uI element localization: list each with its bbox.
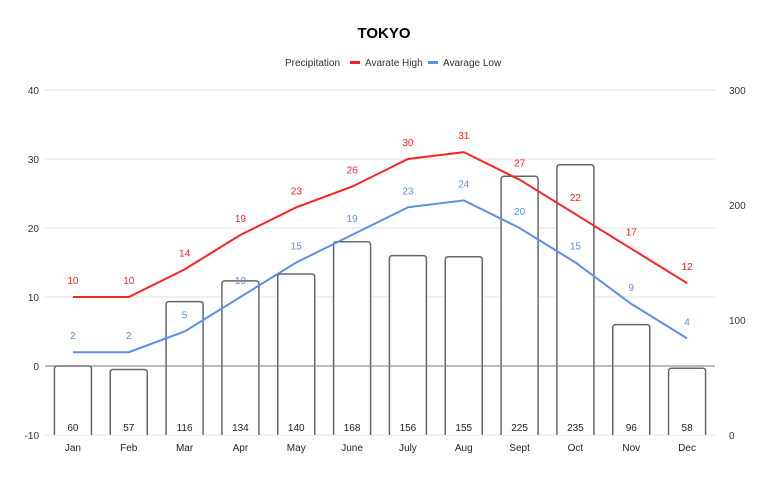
bar-value-label: 235 <box>567 423 584 434</box>
x-tick-label: Oct <box>568 443 584 454</box>
bar-value-label: 57 <box>123 423 135 434</box>
lines <box>72 151 688 354</box>
x-tick-label: May <box>287 443 306 454</box>
bar-value-label: 58 <box>682 423 694 434</box>
grid <box>45 89 715 436</box>
line-data-label: 31 <box>458 131 470 142</box>
line-data-label: 2 <box>126 331 132 342</box>
left-tick-label: 0 <box>33 362 39 373</box>
bar-June <box>332 241 372 435</box>
line-data-label: 24 <box>458 179 470 190</box>
bar-value-label: 225 <box>511 423 528 434</box>
bar-May <box>277 273 316 435</box>
left-tick-label: 40 <box>28 86 40 97</box>
bar-Feb <box>109 368 148 435</box>
x-tick-label: Aug <box>455 443 473 454</box>
bar-value-label: 134 <box>232 423 249 434</box>
line-data-label: 23 <box>291 186 303 197</box>
left-tick-label: 30 <box>28 155 40 166</box>
bar-Apr <box>221 280 260 435</box>
line-data-label: 14 <box>179 248 191 259</box>
legend-label: Precipitation <box>285 58 340 69</box>
legend-swatch <box>350 61 360 64</box>
line-data-label: 20 <box>514 207 526 218</box>
left-tick-label: 20 <box>28 224 40 235</box>
line-data-label: 19 <box>235 214 247 225</box>
right-tick-label: 0 <box>729 431 735 442</box>
line-data-label: 27 <box>514 159 526 170</box>
right-tick-label: 200 <box>729 201 746 212</box>
x-tick-label: Dec <box>678 443 696 454</box>
legend-label: Avarage Low <box>443 58 502 69</box>
right-tick-label: 100 <box>729 316 746 327</box>
line-data-label: 5 <box>182 311 188 322</box>
bar-Nov <box>612 323 651 435</box>
bar-Mar <box>165 300 204 435</box>
bar-value-label: 116 <box>177 423 193 434</box>
left-tick-label: 10 <box>28 293 40 304</box>
legend: Precipitation Avarate High Avarage Low <box>285 58 502 69</box>
line-Avarate High <box>72 151 688 298</box>
line-data-label: 10 <box>235 276 247 287</box>
bar-Dec <box>667 367 707 435</box>
bar-Oct <box>556 164 595 435</box>
bar-value-label: 155 <box>455 423 472 434</box>
bars <box>53 164 707 435</box>
line-Avarage Low <box>72 199 688 354</box>
x-tick-label: Sept <box>509 443 530 454</box>
bar-value-label: 156 <box>400 423 417 434</box>
bar-Aug <box>444 256 483 435</box>
x-tick-label: July <box>399 443 417 454</box>
x-tick-label: June <box>341 443 363 454</box>
chart-title: TOKYO <box>357 25 410 42</box>
x-tick-label: Nov <box>622 443 640 454</box>
line-data-label: 17 <box>626 228 638 239</box>
bar-value-label: 96 <box>626 423 638 434</box>
line-data-label: 15 <box>291 242 303 253</box>
line-data-label: 12 <box>682 262 694 273</box>
line-data-label: 30 <box>402 138 414 149</box>
line-data-label: 9 <box>628 283 634 294</box>
line-data-label: 15 <box>570 242 582 253</box>
bar-value-label: 168 <box>344 423 361 434</box>
line-data-label: 2 <box>70 331 76 342</box>
bar-value-label: 60 <box>67 423 79 434</box>
bar-Sept <box>500 175 539 435</box>
bar-July <box>388 254 428 435</box>
legend-label: Avarate High <box>365 58 423 69</box>
line-data-label: 10 <box>123 276 135 287</box>
right-tick-label: 300 <box>729 86 746 97</box>
labels: -10 0 10 20 30 40 0 100 200 300 60 Jan 57 Feb 116 Mar 13… <box>25 86 747 454</box>
x-tick-label: Apr <box>233 443 249 454</box>
line-data-label: 26 <box>347 166 359 177</box>
line-data-label: 10 <box>67 276 79 287</box>
x-tick-label: Mar <box>176 443 194 454</box>
x-tick-label: Jan <box>65 443 81 454</box>
bar-value-label: 140 <box>288 423 305 434</box>
line-data-label: 22 <box>570 193 582 204</box>
legend-swatch <box>428 61 438 64</box>
line-data-label: 4 <box>684 317 690 328</box>
line-data-label: 19 <box>347 214 359 225</box>
x-tick-label: Feb <box>120 443 138 454</box>
line-data-label: 23 <box>402 186 414 197</box>
left-tick-label: -10 <box>25 431 40 442</box>
